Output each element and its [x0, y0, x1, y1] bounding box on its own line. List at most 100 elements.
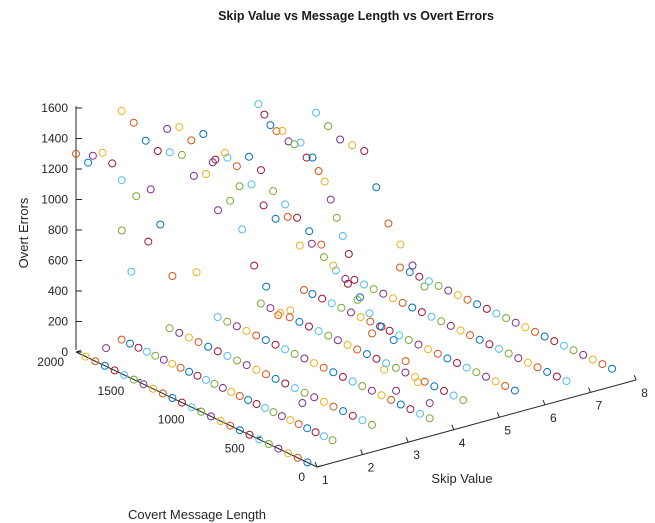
data-point	[126, 339, 134, 348]
data-point	[305, 227, 314, 236]
data-point	[395, 331, 404, 340]
data-point	[456, 326, 465, 335]
data-point	[213, 347, 222, 356]
data-point	[165, 324, 174, 333]
data-point	[360, 280, 369, 289]
data-point	[348, 377, 357, 386]
data-point	[102, 344, 111, 353]
data-point	[252, 400, 261, 408]
data-point	[207, 412, 215, 421]
data-point	[266, 121, 275, 130]
data-point	[175, 123, 184, 132]
data-point	[187, 136, 196, 145]
data-point	[290, 140, 299, 149]
x-tick-label: 1	[322, 473, 329, 487]
data-point	[552, 372, 561, 381]
data-point	[437, 317, 446, 326]
x-tick-label: 7	[596, 399, 603, 413]
data-points	[72, 100, 617, 467]
data-point	[295, 317, 304, 326]
data-point	[295, 241, 304, 250]
data-point	[434, 281, 443, 290]
data-point	[262, 370, 270, 379]
y-tick-label: 1000	[158, 413, 185, 427]
data-point	[511, 318, 520, 327]
data-point	[453, 359, 461, 367]
z-ticks: 0 200 400 600 800 1000 1200 1400 1600	[41, 101, 82, 359]
data-point	[453, 291, 462, 300]
data-point	[495, 344, 503, 353]
x-axis-line	[316, 379, 637, 468]
data-point	[252, 365, 261, 374]
data-point	[369, 285, 378, 294]
data-point	[302, 153, 311, 162]
data-point	[318, 294, 327, 303]
data-point	[208, 158, 217, 167]
data-point	[324, 122, 333, 131]
data-point	[286, 416, 295, 425]
data-point	[360, 147, 369, 155]
data-point	[218, 383, 227, 392]
data-point	[343, 340, 352, 349]
data-point	[398, 298, 407, 307]
data-point	[117, 176, 126, 185]
data-point	[255, 435, 264, 444]
data-point	[142, 347, 151, 356]
data-point	[252, 331, 261, 340]
data-point	[254, 100, 263, 109]
data-point	[482, 304, 491, 313]
data-point	[303, 424, 312, 433]
data-point	[475, 335, 484, 344]
data-point	[598, 360, 607, 369]
z-axis-label: Overt Errors	[16, 197, 31, 268]
data-point	[247, 180, 256, 189]
x-tick-mark	[314, 461, 318, 468]
data-point	[396, 240, 405, 249]
data-point	[344, 250, 353, 258]
data-point	[320, 432, 328, 441]
data-point	[472, 368, 481, 377]
data-point	[310, 393, 319, 402]
data-point	[271, 374, 280, 383]
data-point	[204, 342, 213, 351]
data-point	[216, 417, 225, 425]
data-point	[281, 379, 290, 388]
y-tick-label: 500	[225, 441, 245, 455]
data-point	[144, 237, 153, 246]
data-point	[81, 352, 90, 361]
data-point	[232, 322, 241, 331]
data-point	[459, 396, 468, 405]
data-point	[389, 294, 397, 303]
data-point	[127, 267, 136, 276]
data-point	[168, 272, 177, 280]
y-tick-label: 2000	[37, 355, 64, 369]
x-tick-label: 4	[459, 436, 466, 450]
data-point	[559, 341, 568, 350]
data-point	[290, 384, 299, 393]
x-tick-label: 6	[550, 411, 557, 425]
data-point	[396, 263, 404, 272]
data-point	[368, 329, 377, 338]
data-point	[358, 382, 367, 391]
data-point	[433, 349, 442, 358]
data-point	[424, 277, 433, 286]
z-tick-label: 400	[48, 284, 68, 298]
data-point	[197, 407, 206, 416]
data-point	[189, 171, 198, 180]
data-point	[300, 286, 308, 294]
data-point	[281, 345, 290, 354]
data-point	[336, 135, 345, 144]
data-point	[232, 162, 241, 171]
x-tick-mark	[496, 412, 500, 418]
data-point	[353, 345, 362, 354]
data-point	[108, 159, 117, 168]
data-point	[276, 308, 285, 317]
data-point	[348, 411, 357, 420]
data-point	[274, 444, 283, 453]
z-tick-label: 1200	[41, 162, 68, 176]
data-point	[415, 272, 424, 281]
data-point	[425, 414, 434, 423]
data-point	[391, 363, 400, 372]
chart-title: Skip Value vs Message Length vs Overt Er…	[218, 9, 494, 23]
